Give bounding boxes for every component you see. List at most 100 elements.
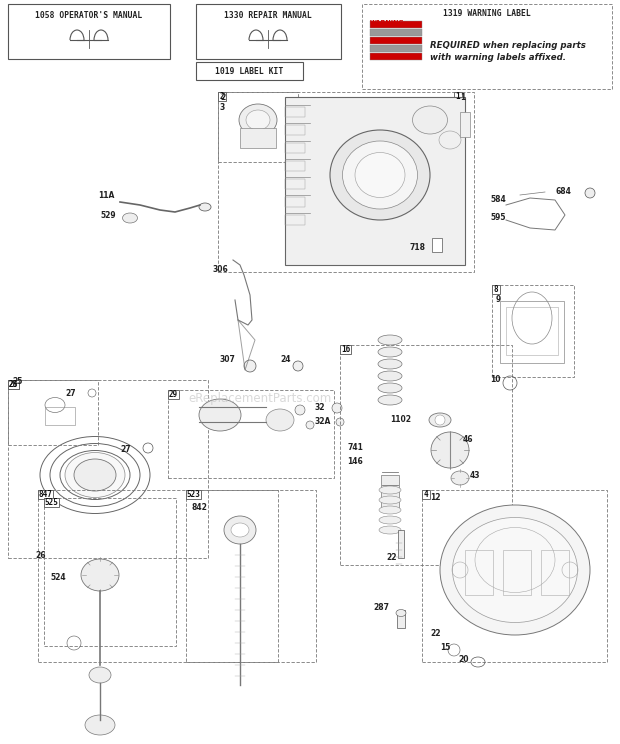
Text: with warning labels affixed.: with warning labels affixed. <box>430 53 566 62</box>
Circle shape <box>306 421 314 429</box>
Circle shape <box>585 188 595 198</box>
Text: 287: 287 <box>373 603 389 612</box>
Text: 22: 22 <box>430 629 440 638</box>
Bar <box>285 97 465 265</box>
Bar <box>168 390 179 399</box>
Bar <box>370 53 422 60</box>
Ellipse shape <box>440 505 590 635</box>
Text: REQUIRED when replacing parts: REQUIRED when replacing parts <box>430 40 586 50</box>
Text: 842: 842 <box>192 504 208 513</box>
Text: 584: 584 <box>490 196 506 205</box>
Text: 46: 46 <box>463 435 474 444</box>
Ellipse shape <box>379 526 401 534</box>
Bar <box>422 490 607 662</box>
Ellipse shape <box>224 516 256 544</box>
Ellipse shape <box>439 131 461 149</box>
Circle shape <box>293 361 303 371</box>
Ellipse shape <box>378 347 402 357</box>
Ellipse shape <box>266 409 294 431</box>
Text: 1102: 1102 <box>390 415 411 425</box>
Ellipse shape <box>451 471 469 485</box>
Text: 146: 146 <box>347 458 363 466</box>
Bar <box>465 550 493 595</box>
Bar <box>186 490 200 499</box>
Ellipse shape <box>65 452 125 498</box>
Text: 307: 307 <box>220 356 236 365</box>
Bar <box>44 498 176 646</box>
Circle shape <box>435 415 445 425</box>
Text: 15: 15 <box>440 644 450 652</box>
Ellipse shape <box>231 523 249 537</box>
Bar <box>398 530 404 558</box>
Ellipse shape <box>378 395 402 405</box>
Text: 1: 1 <box>456 92 460 101</box>
Bar <box>240 128 276 148</box>
Ellipse shape <box>239 104 277 136</box>
Bar <box>454 92 461 101</box>
Bar <box>218 92 226 101</box>
Ellipse shape <box>85 715 115 735</box>
Ellipse shape <box>429 413 451 427</box>
Ellipse shape <box>396 609 406 617</box>
Text: 8: 8 <box>494 285 498 294</box>
Bar <box>168 390 334 478</box>
Text: 718: 718 <box>410 243 426 252</box>
Ellipse shape <box>123 213 138 223</box>
Text: 529: 529 <box>100 211 115 219</box>
Text: 741: 741 <box>347 443 363 452</box>
Bar <box>370 37 422 44</box>
Bar <box>492 285 574 377</box>
Ellipse shape <box>199 203 211 211</box>
Text: 43: 43 <box>470 470 480 479</box>
Ellipse shape <box>379 516 401 524</box>
Text: 9: 9 <box>496 295 501 304</box>
Text: 684: 684 <box>555 187 571 196</box>
Text: eReplacementParts.com: eReplacementParts.com <box>188 391 332 405</box>
Text: 22: 22 <box>386 554 397 562</box>
Bar <box>500 301 564 363</box>
Circle shape <box>295 405 305 415</box>
Text: 12: 12 <box>430 493 440 502</box>
Bar <box>8 380 19 389</box>
Text: 2: 2 <box>220 94 225 103</box>
Ellipse shape <box>378 335 402 345</box>
Bar <box>196 62 303 80</box>
Text: 10: 10 <box>490 376 500 385</box>
Text: 2: 2 <box>219 92 224 101</box>
Bar <box>45 407 75 425</box>
Bar <box>8 380 98 445</box>
Text: 28: 28 <box>9 380 18 389</box>
Bar <box>506 307 558 355</box>
Text: 25: 25 <box>9 380 18 389</box>
Text: 523: 523 <box>187 490 200 499</box>
Ellipse shape <box>379 506 401 514</box>
Text: 1330 REPAIR MANUAL: 1330 REPAIR MANUAL <box>224 10 312 19</box>
Text: 1319 WARNING LABEL: 1319 WARNING LABEL <box>443 8 531 18</box>
Text: 32: 32 <box>315 403 326 412</box>
Bar <box>432 238 442 252</box>
Ellipse shape <box>379 496 401 504</box>
Text: 29: 29 <box>169 390 178 399</box>
Text: 24: 24 <box>280 356 291 365</box>
Bar <box>8 4 170 59</box>
Text: 1019 LABEL KIT: 1019 LABEL KIT <box>215 66 283 75</box>
Circle shape <box>244 360 256 372</box>
Text: 32A: 32A <box>315 417 331 426</box>
Ellipse shape <box>378 359 402 369</box>
Bar <box>38 490 53 499</box>
Ellipse shape <box>89 667 111 683</box>
Text: 3: 3 <box>220 103 225 112</box>
Text: 847: 847 <box>38 490 52 499</box>
Bar <box>370 21 422 28</box>
Bar <box>285 161 305 171</box>
Ellipse shape <box>342 141 417 209</box>
Text: 306: 306 <box>213 266 229 275</box>
Bar <box>362 4 612 89</box>
Bar <box>218 92 298 162</box>
Text: 524: 524 <box>50 574 66 583</box>
Text: 1058 OPERATOR'S MANUAL: 1058 OPERATOR'S MANUAL <box>35 10 143 19</box>
Bar <box>285 107 305 117</box>
Bar <box>8 380 208 558</box>
Bar <box>285 215 305 225</box>
Ellipse shape <box>330 130 430 220</box>
